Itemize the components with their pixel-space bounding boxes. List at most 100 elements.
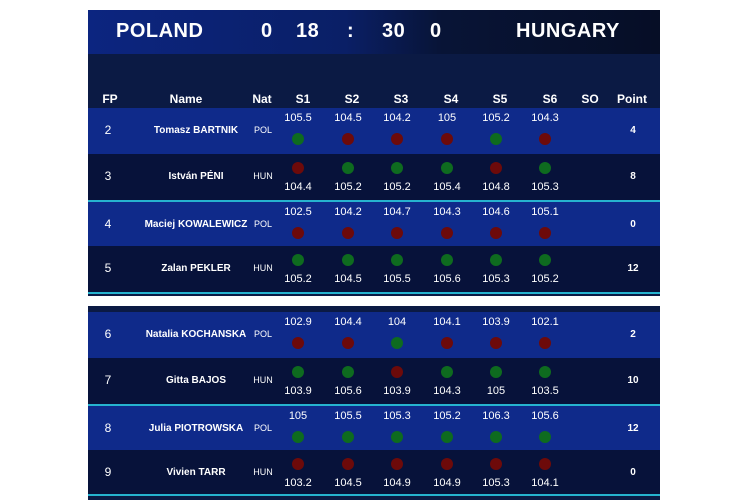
miss-indicator bbox=[441, 458, 453, 470]
col-header-point: Point bbox=[617, 92, 647, 106]
miss-indicator bbox=[539, 133, 551, 145]
results-panel-bottom: 6 Natalia KOCHANSKA POL 102.9 104.4 104 104.1 1… bbox=[88, 306, 660, 500]
hit-indicator bbox=[490, 133, 502, 145]
row-fp: 6 bbox=[104, 327, 112, 341]
miss-indicator bbox=[539, 337, 551, 349]
shot-score: 104.1 bbox=[531, 477, 559, 489]
shot-score: 104.7 bbox=[383, 206, 411, 218]
row-athlete-name: Tomasz BARTNIK bbox=[153, 125, 239, 136]
shot-score: 105.3 bbox=[482, 477, 510, 489]
row-fp: 2 bbox=[104, 123, 112, 137]
hit-indicator bbox=[539, 162, 551, 174]
score-separator: : bbox=[347, 20, 355, 42]
miss-indicator bbox=[342, 133, 354, 145]
shot-score: 105.6 bbox=[334, 385, 362, 397]
row-points: 12 bbox=[627, 423, 639, 434]
shot-score: 105.3 bbox=[383, 410, 411, 422]
miss-indicator bbox=[342, 458, 354, 470]
hit-indicator bbox=[441, 431, 453, 443]
hit-indicator bbox=[292, 133, 304, 145]
team-right-score-b: 0 bbox=[430, 20, 442, 42]
row-nationality: HUN bbox=[253, 375, 273, 385]
row-nationality: HUN bbox=[253, 263, 273, 273]
table-row: 2 Tomasz BARTNIK POL 105.5 104.5 104.2 105 105.… bbox=[88, 108, 660, 154]
row-nationality: POL bbox=[253, 329, 272, 339]
row-points: 0 bbox=[630, 219, 636, 230]
shot-score: 105.2 bbox=[284, 273, 312, 285]
miss-indicator bbox=[441, 133, 453, 145]
shot-score: 104.4 bbox=[284, 181, 312, 193]
col-header-so: SO bbox=[581, 92, 599, 106]
col-header-s5: S5 bbox=[492, 92, 508, 106]
shot-score: 105.3 bbox=[482, 273, 510, 285]
table-row: 5 Zalan PEKLER HUN 105.2 104.5 105.5 105.6 105.… bbox=[88, 246, 660, 292]
table-bottom-divider bbox=[88, 494, 660, 496]
shot-score: 103.5 bbox=[531, 385, 559, 397]
hit-indicator bbox=[292, 431, 304, 443]
row-fp: 4 bbox=[104, 217, 112, 231]
miss-indicator bbox=[391, 227, 403, 239]
shot-score: 105 bbox=[486, 385, 506, 397]
row-points: 8 bbox=[630, 171, 636, 182]
miss-indicator bbox=[292, 337, 304, 349]
row-athlete-name: István PÉNI bbox=[168, 171, 224, 182]
shot-score: 105.2 bbox=[482, 112, 510, 124]
shot-score: 104.4 bbox=[334, 316, 362, 328]
miss-indicator bbox=[441, 337, 453, 349]
row-fp: 8 bbox=[104, 421, 112, 435]
table-row: 9 Vivien TARR HUN 103.2 104.5 104.9 104.9 105.3… bbox=[88, 450, 660, 496]
miss-indicator bbox=[539, 458, 551, 470]
hit-indicator bbox=[391, 431, 403, 443]
shot-score: 105.2 bbox=[433, 410, 461, 422]
hit-indicator bbox=[490, 254, 502, 266]
col-header-fp: FP bbox=[102, 92, 118, 106]
row-nationality: POL bbox=[253, 423, 272, 433]
scoreboard: POLAND 0 18 : 30 0 HUNGARY bbox=[88, 10, 660, 54]
row-fp: 9 bbox=[104, 465, 112, 479]
shot-score: 105.2 bbox=[383, 181, 411, 193]
row-athlete-name: Maciej KOWALEWICZ bbox=[144, 219, 248, 230]
hit-indicator bbox=[391, 337, 403, 349]
row-nationality: POL bbox=[253, 219, 272, 229]
shot-score: 104.1 bbox=[433, 316, 461, 328]
row-points: 10 bbox=[627, 375, 639, 386]
shot-score: 103.9 bbox=[482, 316, 510, 328]
shot-score: 104.3 bbox=[433, 385, 461, 397]
shot-score: 103.9 bbox=[383, 385, 411, 397]
team-right-name: HUNGARY bbox=[516, 20, 620, 42]
shot-score: 104.5 bbox=[334, 112, 362, 124]
shot-score: 105.3 bbox=[531, 181, 559, 193]
row-points: 0 bbox=[630, 467, 636, 478]
table-row: 3 István PÉNI HUN 104.4 105.2 105.2 105.4 104.8… bbox=[88, 154, 660, 200]
shot-score: 105.2 bbox=[531, 273, 559, 285]
shot-score: 104.5 bbox=[334, 273, 362, 285]
row-fp: 7 bbox=[104, 373, 112, 387]
team-right-score-a: 30 bbox=[382, 20, 406, 42]
shot-score: 105.2 bbox=[334, 181, 362, 193]
col-header-s2: S2 bbox=[344, 92, 360, 106]
row-athlete-name: Vivien TARR bbox=[166, 467, 226, 478]
hit-indicator bbox=[342, 431, 354, 443]
shot-score: 103.2 bbox=[284, 477, 312, 489]
row-nationality: POL bbox=[253, 125, 272, 135]
shot-score: 104.3 bbox=[433, 206, 461, 218]
row-nationality: HUN bbox=[253, 467, 273, 477]
shot-score: 105.1 bbox=[531, 206, 559, 218]
miss-indicator bbox=[342, 337, 354, 349]
shot-score: 105.5 bbox=[284, 112, 312, 124]
miss-indicator bbox=[391, 133, 403, 145]
shot-score: 105.5 bbox=[334, 410, 362, 422]
row-athlete-name: Natalia KOCHANSKA bbox=[145, 329, 247, 340]
table-row: 6 Natalia KOCHANSKA POL 102.9 104.4 104 104.1 1… bbox=[88, 312, 660, 358]
shot-score: 104.9 bbox=[383, 477, 411, 489]
miss-indicator bbox=[391, 366, 403, 378]
miss-indicator bbox=[539, 227, 551, 239]
row-nationality: HUN bbox=[253, 171, 273, 181]
shot-score: 104.8 bbox=[482, 181, 510, 193]
hit-indicator bbox=[342, 254, 354, 266]
results-panel-top: POLAND 0 18 : 30 0 HUNGARY FP Name Nat S… bbox=[88, 10, 660, 296]
hit-indicator bbox=[292, 366, 304, 378]
shot-score: 104.2 bbox=[383, 112, 411, 124]
shot-score: 103.9 bbox=[284, 385, 312, 397]
miss-indicator bbox=[292, 458, 304, 470]
